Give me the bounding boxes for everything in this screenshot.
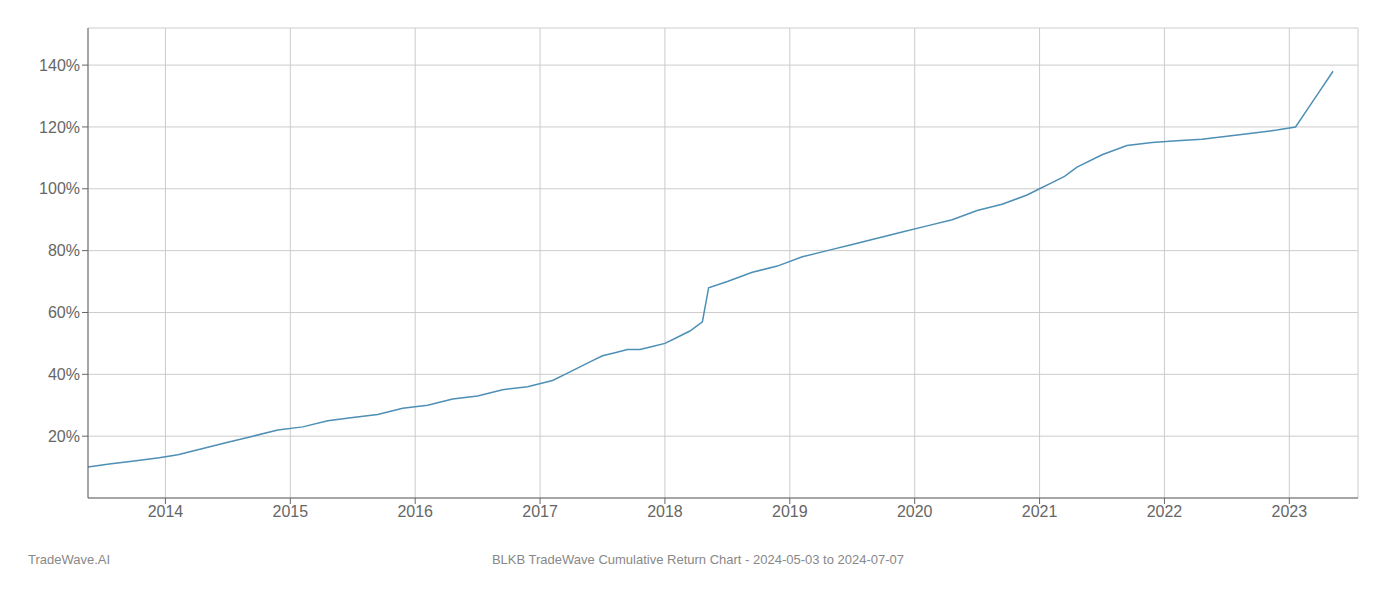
html-text:TradeWave.AI: TradeWave.AI bbox=[28, 552, 111, 567]
svg-text:40%: 40% bbox=[48, 366, 80, 383]
svg-text:2023: 2023 bbox=[1272, 503, 1308, 520]
svg-text:2014: 2014 bbox=[148, 503, 184, 520]
svg-text:80%: 80% bbox=[48, 242, 80, 259]
svg-text:140%: 140% bbox=[39, 57, 80, 74]
svg-text:2015: 2015 bbox=[273, 503, 309, 520]
svg-text:2019: 2019 bbox=[772, 503, 808, 520]
svg-text:2017: 2017 bbox=[522, 503, 558, 520]
svg-text:2016: 2016 bbox=[397, 503, 433, 520]
svg-text:2020: 2020 bbox=[897, 503, 933, 520]
svg-text:60%: 60% bbox=[48, 304, 80, 321]
svg-text:2021: 2021 bbox=[1022, 503, 1058, 520]
svg-text:120%: 120% bbox=[39, 119, 80, 136]
svg-text:100%: 100% bbox=[39, 180, 80, 197]
svg-text:20%: 20% bbox=[48, 428, 80, 445]
svg-text:2018: 2018 bbox=[647, 503, 683, 520]
svg-text:2022: 2022 bbox=[1147, 503, 1183, 520]
html-text:BLKB TradeWave Cumulative Retu: BLKB TradeWave Cumulative Return Chart -… bbox=[491, 552, 905, 567]
